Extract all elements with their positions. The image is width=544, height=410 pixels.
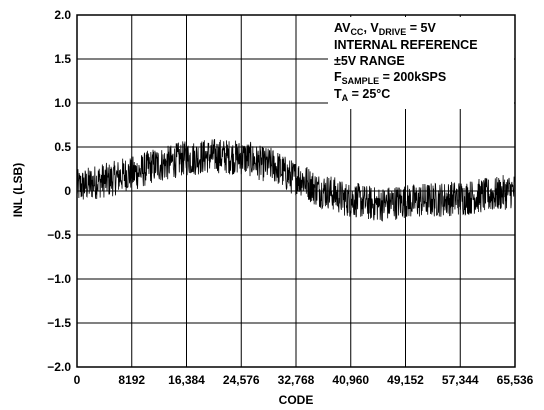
annotation-text: F (334, 70, 342, 84)
plot-border (76, 14, 516, 368)
annotation-line: AVCC, VDRIVE = 5V (334, 21, 436, 37)
y-tick-label: −1.5 (47, 316, 71, 330)
y-tick-label: 1.5 (54, 52, 71, 66)
y-tick-labels: 2.0 1.5 1.0 0.5 0 −0.5 −1.0 −1.5 −2.0 (47, 8, 71, 374)
annotation-line: ±5V RANGE (334, 54, 405, 68)
plot-frame (76, 14, 516, 368)
annotation-line: INTERNAL REFERENCE (334, 38, 478, 52)
annotation-text: ±5V RANGE (334, 54, 405, 68)
x-tick-label: 0 (74, 373, 81, 387)
annotation-text: = 200kSPS (379, 70, 446, 84)
x-tick-label: 65,536 (497, 373, 534, 387)
annotation-subscript: CC (350, 27, 363, 37)
y-tick-label: −1.0 (47, 272, 71, 286)
y-tick-label: 1.0 (54, 96, 71, 110)
y-tick-label: −0.5 (47, 228, 71, 242)
annotation-subscript: A (342, 93, 349, 103)
series-group (76, 139, 516, 222)
x-tick-label: 16,384 (168, 373, 205, 387)
x-tick-label: 57,344 (442, 373, 479, 387)
y-tick-label: 0 (64, 184, 71, 198)
annotation-line: TA = 25°C (334, 87, 390, 103)
y-tick-label: 0.5 (54, 140, 71, 154)
annotation-background (328, 17, 514, 109)
x-axis-label: CODE (279, 393, 314, 407)
annotation-subscript: DRIVE (379, 27, 407, 37)
annotation-text: = 25°C (348, 87, 390, 101)
x-tick-label: 24,576 (223, 373, 260, 387)
x-tick-label: 49,152 (387, 373, 424, 387)
annotation-text: INTERNAL REFERENCE (334, 38, 478, 52)
annotation-text: = 5V (406, 21, 436, 35)
y-tick-label: 2.0 (54, 8, 71, 22)
annotation-subscript: SAMPLE (342, 76, 380, 86)
y-axis-label: INL (LSB) (11, 163, 25, 217)
inl-series-line (76, 139, 516, 222)
annotation-line: FSAMPLE = 200kSPS (334, 70, 446, 86)
annotation-text: AV (334, 21, 351, 35)
x-tick-label: 40,960 (332, 373, 369, 387)
annotation-text: , V (363, 21, 379, 35)
annotation-text: T (334, 87, 342, 101)
y-tick-label: −2.0 (47, 360, 71, 374)
x-tick-label: 32,768 (278, 373, 315, 387)
x-tick-label: 8192 (118, 373, 145, 387)
x-tick-labels: 0 8192 16,384 24,576 32,768 40,960 49,152 57,34… (74, 373, 534, 387)
